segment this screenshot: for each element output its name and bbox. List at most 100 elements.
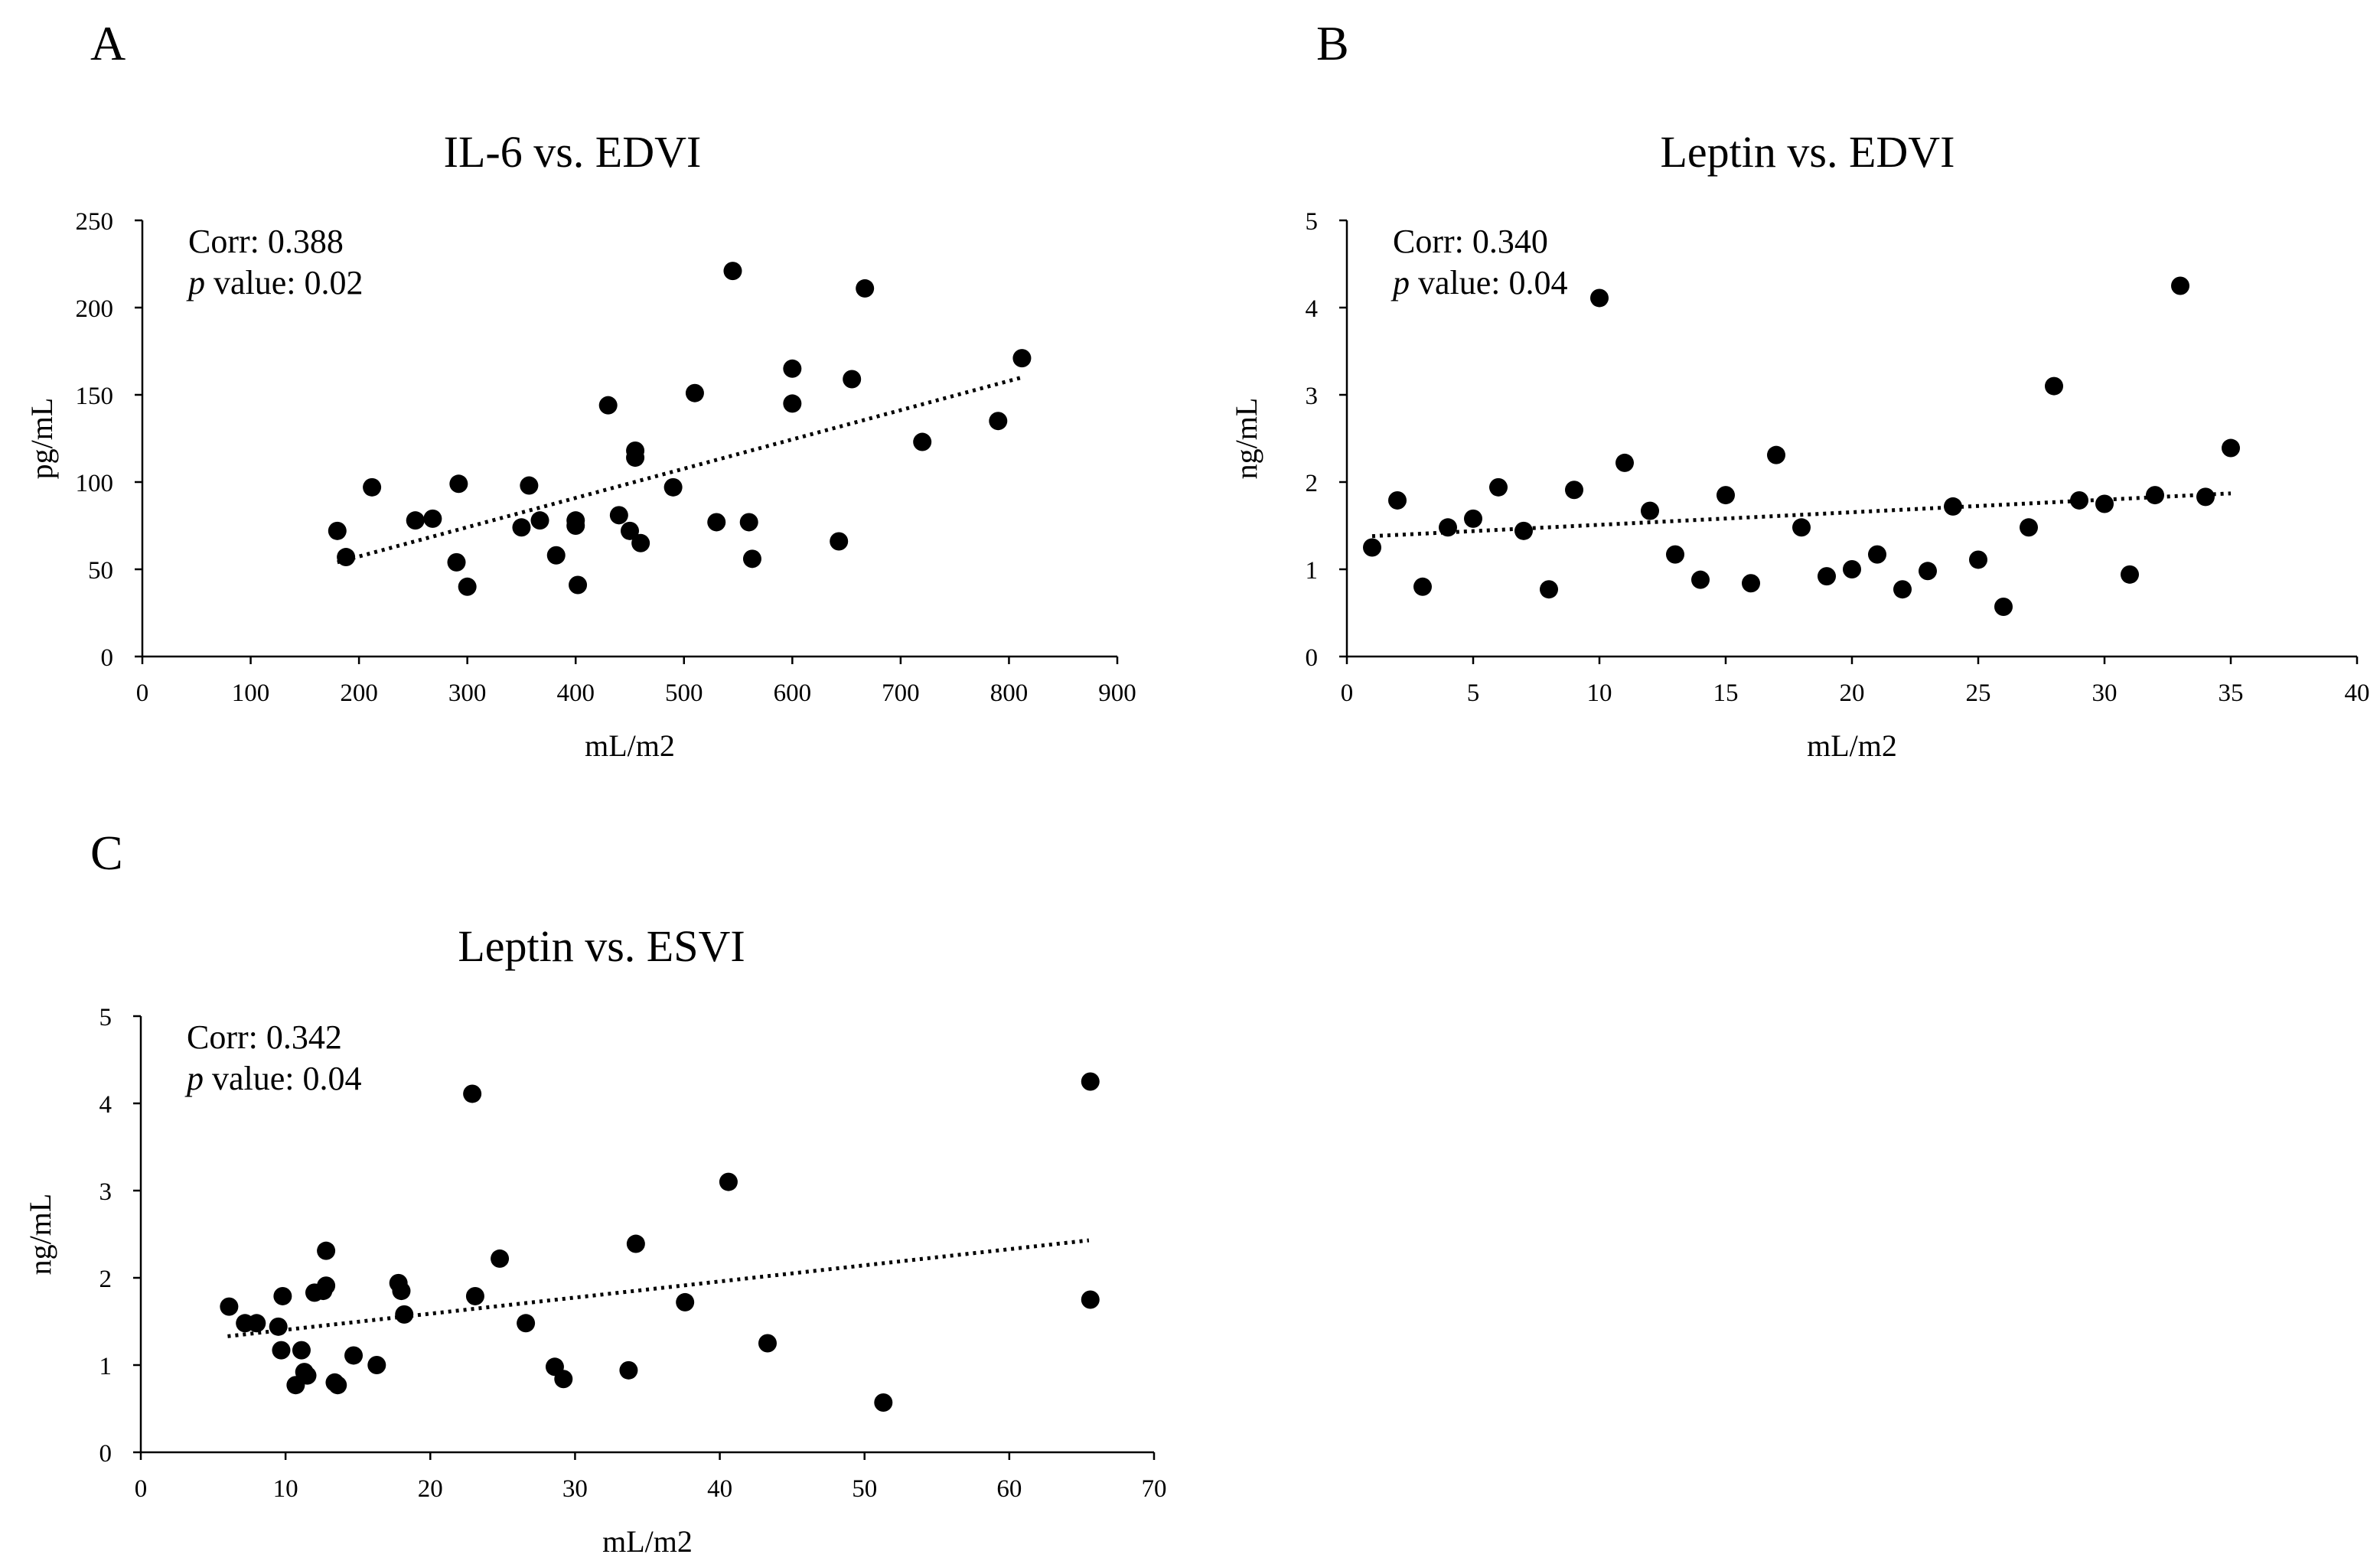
panel-a-data-point bbox=[685, 383, 704, 402]
panel-b-x-tick-label: 20 bbox=[1840, 679, 1865, 707]
panel-b-data-point bbox=[1792, 518, 1811, 537]
panel-c-trendline bbox=[227, 1238, 1090, 1338]
panel-b-data-point bbox=[1514, 521, 1533, 540]
panel-a-letter: A bbox=[90, 16, 126, 70]
panel-b-y-tick-label: 2 bbox=[1306, 470, 1319, 497]
panel-b-trendline bbox=[1371, 491, 2232, 539]
panel-a-data-point bbox=[337, 548, 356, 567]
panel-c-data-point bbox=[758, 1334, 777, 1353]
panel-c-data-point bbox=[395, 1305, 414, 1324]
panel-c-data-point bbox=[269, 1317, 288, 1336]
panel-c-data-point bbox=[676, 1292, 695, 1311]
panel-b-data-point bbox=[1388, 490, 1407, 510]
panel-a-data-point bbox=[843, 370, 862, 389]
panel-a-data-point bbox=[449, 474, 468, 494]
panel-c-data-point bbox=[292, 1341, 311, 1360]
panel-b-data-point bbox=[1540, 580, 1558, 599]
panel-a-data-point bbox=[447, 552, 466, 572]
panel-a-data-point bbox=[989, 412, 1008, 431]
panel-c-data-point bbox=[344, 1346, 364, 1365]
panel-a-data-point bbox=[363, 477, 382, 497]
panel-a: A IL-6 vs. EDVI 0 50 100 150 200 250 0 100 200 300 4… bbox=[24, 16, 1136, 763]
panel-a-data-point bbox=[723, 262, 742, 281]
panel-b-x-tick-label: 10 bbox=[1587, 679, 1612, 707]
panel-a-y-tick-label: 100 bbox=[76, 470, 114, 497]
panel-c-p-value-text: value: 0.04 bbox=[204, 1060, 362, 1097]
panel-a-x-tick-label: 0 bbox=[136, 679, 149, 707]
panel-a-data-point bbox=[742, 549, 761, 569]
panel-b-data-point bbox=[1413, 577, 1432, 596]
panel-b-data-point bbox=[1742, 574, 1760, 593]
panel-b: B Leptin vs. EDVI 0 1 2 3 4 5 0 5 10 15 20 25 30 35 40 mL… bbox=[1229, 16, 2370, 763]
panel-a-data-point bbox=[406, 511, 425, 530]
panel-a-corr-annotation: Corr: 0.388 bbox=[188, 223, 344, 260]
panel-a-data-point bbox=[856, 279, 875, 298]
panel-c-data-point bbox=[247, 1314, 266, 1333]
panel-b-data-point bbox=[1615, 453, 1634, 472]
panel-c-y-tick-label: 5 bbox=[99, 1004, 112, 1031]
panel-c-corr-annotation: Corr: 0.342 bbox=[187, 1018, 342, 1056]
panel-c-y-tick-label: 1 bbox=[99, 1353, 112, 1380]
panel-a-x-tick-label: 800 bbox=[990, 679, 1029, 707]
panel-b-data-point bbox=[1919, 562, 1937, 581]
panel-a-x-axis-label: mL/m2 bbox=[585, 728, 675, 763]
panel-b-x-tick-label: 30 bbox=[2092, 679, 2118, 707]
panel-c-y-axis-label: ng/mL bbox=[23, 1194, 57, 1276]
panel-b-data-point bbox=[1868, 545, 1886, 564]
panel-b-data-point bbox=[1717, 486, 1735, 505]
panel-c-data-point bbox=[298, 1366, 317, 1385]
panel-b-data-point bbox=[1969, 550, 1987, 569]
panel-a-x-tick-label: 200 bbox=[340, 679, 378, 707]
panel-a-p-value-text: value: 0.02 bbox=[205, 264, 364, 301]
panel-c-data-point bbox=[328, 1376, 347, 1395]
panel-b-data-point bbox=[1590, 288, 1609, 308]
panel-b-y-tick-label: 3 bbox=[1306, 383, 1319, 410]
panel-c-data-point bbox=[619, 1360, 638, 1380]
panel-a-y-axis-label: pg/mL bbox=[24, 398, 59, 480]
panel-b-data-point bbox=[2095, 494, 2114, 513]
panel-b-letter: B bbox=[1316, 16, 1349, 70]
panel-b-p-symbol: p bbox=[1391, 264, 1410, 301]
panel-a-y-tick-label: 200 bbox=[76, 295, 114, 323]
panel-c-data-point bbox=[317, 1241, 336, 1260]
panel-b-data-point bbox=[1439, 518, 1457, 537]
panel-a-data-point bbox=[609, 506, 628, 525]
panel-a-data-point bbox=[783, 394, 802, 413]
panel-b-data-point bbox=[1565, 481, 1583, 500]
panel-b-data-point bbox=[1818, 567, 1836, 586]
panel-a-x-tick-label: 400 bbox=[556, 679, 595, 707]
panel-c-data-point bbox=[392, 1282, 411, 1301]
panel-a-data-point bbox=[520, 476, 539, 495]
panel-a-data-point bbox=[530, 511, 549, 530]
panel-b-data-point bbox=[1843, 560, 1861, 578]
panel-c-p-value-annotation: p value: 0.04 bbox=[184, 1060, 362, 1097]
panel-a-x-tick-label: 100 bbox=[232, 679, 270, 707]
panel-c-x-tick-label: 40 bbox=[707, 1475, 732, 1503]
panel-a-data-point bbox=[512, 518, 531, 537]
panel-a-x-tick-label: 700 bbox=[882, 679, 920, 707]
panel-a-x-tick-label: 300 bbox=[448, 679, 487, 707]
panel-a-data-point bbox=[631, 533, 650, 552]
panel-c-data-point bbox=[874, 1393, 893, 1412]
panel-c-x-tick-label: 60 bbox=[996, 1475, 1022, 1503]
panel-c-x-axis-label: mL/m2 bbox=[602, 1524, 693, 1559]
panel-c-data-point bbox=[220, 1297, 239, 1316]
panel-a-data-point bbox=[569, 575, 588, 595]
panel-b-data-point bbox=[2196, 487, 2215, 507]
panel-c-data-point bbox=[491, 1249, 510, 1268]
panel-c-data-point bbox=[1081, 1290, 1100, 1309]
panel-a-data-point bbox=[566, 511, 585, 530]
panel-b-x-tick-label: 15 bbox=[1713, 679, 1739, 707]
panel-b-p-value-annotation: p value: 0.04 bbox=[1391, 264, 1568, 301]
panel-a-data-point bbox=[458, 577, 477, 596]
panel-b-data-point bbox=[2171, 276, 2189, 295]
panel-c-data-point bbox=[273, 1286, 292, 1305]
panel-b-data-point bbox=[2121, 565, 2139, 584]
panel-c-x-tick-label: 0 bbox=[135, 1475, 148, 1503]
panel-b-x-tick-label: 5 bbox=[1467, 679, 1480, 707]
panel-a-data-point bbox=[913, 432, 932, 451]
panel-b-data-point bbox=[2045, 376, 2063, 396]
panel-c-x-tick-label: 30 bbox=[562, 1475, 588, 1503]
